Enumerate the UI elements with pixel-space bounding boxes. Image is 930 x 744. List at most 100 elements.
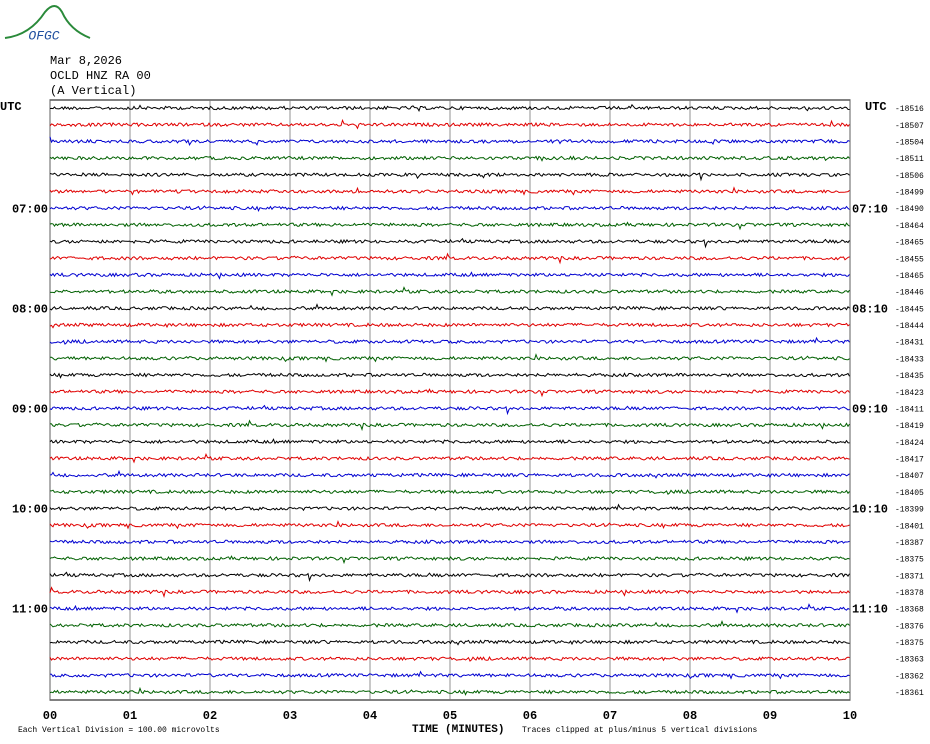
row-offset-label: -18399 bbox=[895, 506, 924, 515]
left-hour-label: 07:00 bbox=[12, 202, 48, 216]
trace bbox=[49, 603, 850, 614]
row-offset-label: -18465 bbox=[895, 272, 924, 281]
trace bbox=[49, 419, 850, 432]
x-tick-label: 00 bbox=[43, 709, 57, 723]
x-tick-label: 04 bbox=[363, 709, 377, 723]
trace bbox=[49, 252, 850, 265]
row-offset-label: -18435 bbox=[895, 372, 924, 381]
x-tick-label: 02 bbox=[203, 709, 217, 723]
right-corner-label: UTC bbox=[865, 100, 887, 114]
trace bbox=[50, 353, 850, 363]
row-offset-label: -18455 bbox=[895, 255, 924, 264]
trace bbox=[49, 136, 850, 146]
row-offset-label: -18490 bbox=[895, 205, 924, 214]
trace bbox=[49, 372, 850, 379]
title-line: (A Vertical) bbox=[50, 84, 136, 98]
row-offset-label: -18465 bbox=[895, 239, 924, 248]
row-offset-label: -18431 bbox=[895, 339, 924, 348]
trace bbox=[49, 555, 850, 565]
row-offset-label: -18499 bbox=[895, 189, 924, 198]
row-offset-label: -18411 bbox=[895, 405, 924, 414]
row-offset-label: -18419 bbox=[895, 422, 924, 431]
x-tick-label: 01 bbox=[123, 709, 137, 723]
row-offset-label: -18405 bbox=[895, 489, 924, 498]
trace bbox=[49, 438, 850, 445]
row-offset-label: -18387 bbox=[895, 539, 924, 548]
row-offset-label: -18423 bbox=[895, 389, 924, 398]
logo: OFGC bbox=[28, 28, 59, 43]
row-offset-label: -18371 bbox=[895, 572, 924, 581]
x-tick-label: 07 bbox=[603, 709, 617, 723]
trace bbox=[49, 539, 850, 545]
trace bbox=[49, 271, 850, 280]
row-offset-label: -18433 bbox=[895, 355, 924, 364]
logo-arc bbox=[4, 5, 91, 39]
trace bbox=[49, 519, 850, 530]
row-offset-label: -18407 bbox=[895, 472, 924, 481]
trace bbox=[49, 571, 850, 583]
row-offset-label: -18375 bbox=[895, 556, 924, 565]
trace bbox=[49, 186, 850, 196]
right-hour-label: 08:10 bbox=[852, 302, 888, 316]
trace bbox=[50, 489, 850, 495]
right-hour-label: 09:10 bbox=[852, 403, 888, 417]
right-hour-label: 07:10 bbox=[852, 202, 888, 216]
trace bbox=[49, 388, 850, 398]
trace bbox=[49, 155, 850, 162]
trace bbox=[49, 404, 850, 416]
trace bbox=[49, 172, 850, 182]
row-offset-label: -18363 bbox=[895, 656, 924, 665]
footer-left: Each Vertical Division = 100.00 microvol… bbox=[18, 726, 220, 735]
left-hour-label: 08:00 bbox=[12, 302, 48, 316]
trace bbox=[49, 205, 850, 212]
row-offset-label: -18378 bbox=[895, 589, 924, 598]
trace bbox=[49, 118, 850, 130]
right-hour-label: 10:10 bbox=[852, 503, 888, 517]
trace bbox=[49, 221, 850, 231]
trace bbox=[49, 303, 850, 311]
x-tick-label: 06 bbox=[523, 709, 537, 723]
row-offset-label: -18417 bbox=[895, 456, 924, 465]
trace bbox=[49, 237, 850, 249]
row-offset-label: -18368 bbox=[895, 606, 924, 615]
x-tick-label: 05 bbox=[443, 709, 457, 723]
row-offset-label: -18376 bbox=[895, 622, 924, 631]
trace bbox=[49, 639, 850, 646]
right-hour-label: 11:10 bbox=[852, 603, 888, 617]
x-tick-label: 10 bbox=[843, 709, 857, 723]
row-offset-label: -18464 bbox=[895, 222, 924, 231]
trace bbox=[49, 686, 850, 696]
left-hour-label: 10:00 bbox=[12, 503, 48, 517]
left-corner-label: UTC bbox=[0, 100, 22, 114]
x-axis-label: TIME (MINUTES) bbox=[412, 724, 504, 736]
row-offset-label: -18516 bbox=[895, 105, 924, 114]
trace bbox=[49, 670, 850, 680]
row-offset-label: -18507 bbox=[895, 122, 924, 131]
trace bbox=[49, 656, 850, 662]
row-offset-label: -18362 bbox=[895, 672, 924, 681]
row-offset-label: -18445 bbox=[895, 305, 924, 314]
row-offset-label: -18444 bbox=[895, 322, 924, 331]
left-hour-label: 11:00 bbox=[12, 603, 48, 617]
footer-right: Traces clipped at plus/minus 5 vertical … bbox=[522, 726, 757, 735]
trace bbox=[49, 469, 850, 479]
x-tick-label: 09 bbox=[763, 709, 777, 723]
row-offset-label: -18401 bbox=[895, 522, 924, 531]
x-tick-label: 03 bbox=[283, 709, 297, 723]
row-offset-label: -18424 bbox=[895, 439, 924, 448]
trace bbox=[49, 586, 850, 599]
title-line: Mar 8,2026 bbox=[50, 54, 122, 68]
trace bbox=[49, 336, 850, 345]
row-offset-label: -18504 bbox=[895, 138, 924, 147]
row-offset-label: -18506 bbox=[895, 172, 924, 181]
row-offset-label: -18446 bbox=[895, 289, 924, 298]
trace bbox=[49, 103, 850, 112]
left-hour-label: 09:00 bbox=[12, 403, 48, 417]
trace bbox=[49, 503, 850, 512]
trace bbox=[49, 322, 850, 329]
row-offset-label: -18511 bbox=[895, 155, 924, 164]
trace bbox=[49, 452, 850, 464]
trace bbox=[49, 620, 850, 628]
